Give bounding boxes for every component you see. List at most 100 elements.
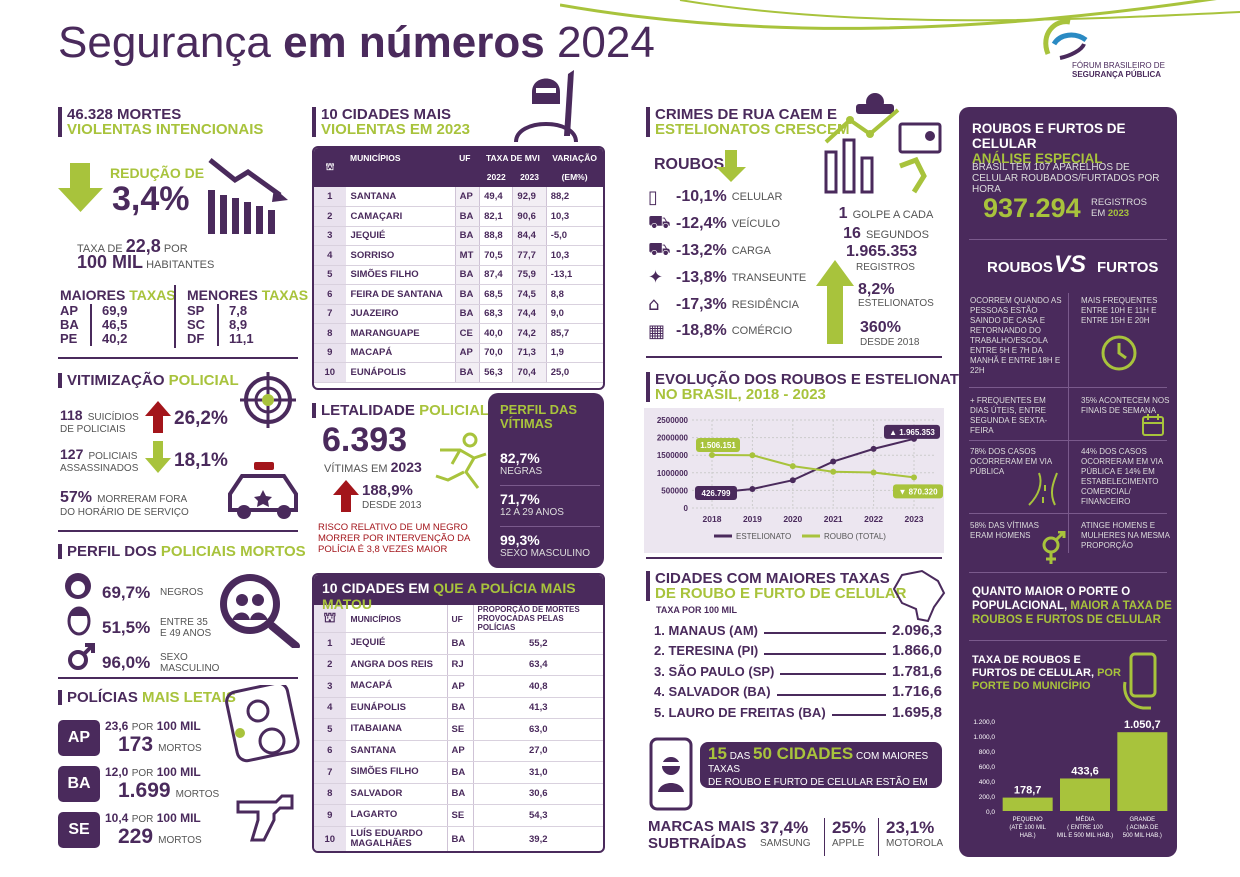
bar bbox=[1060, 778, 1110, 811]
data-point bbox=[830, 468, 837, 475]
category-label: MÉDIA bbox=[1075, 816, 1094, 823]
perfil-vitimas-card: PERFIL DAS VÍTIMAS 82,7% NEGRAS 71,7% 12 A … bbox=[488, 393, 604, 568]
rank: 2 bbox=[314, 206, 347, 227]
municipio: SORRISO bbox=[346, 245, 456, 266]
mortos-value: 229 bbox=[118, 825, 154, 848]
celular-cidades-title: CIDADES COM MAIORES TAXAS DE ROUBO E FURT… bbox=[646, 571, 906, 601]
perfil-label: ENTRE 35 E 49 ANOS bbox=[160, 617, 211, 639]
porte-bar-chart: 0,0 200,0 400,0 600,0 800,0 1.000,0 1.200,0 178… bbox=[973, 719, 1168, 839]
uf: MT bbox=[454, 245, 480, 266]
taxa-value: 40,2 bbox=[102, 331, 128, 346]
category-label: GRANDE bbox=[1129, 817, 1155, 823]
roubo-label: CELULAR bbox=[731, 191, 783, 204]
rate-value: 23,6 bbox=[105, 719, 129, 733]
data-point bbox=[789, 463, 796, 470]
celular-panel-sub: BRASIL TEM 107 APARELHOS DE CELULAR ROUB… bbox=[972, 162, 1160, 195]
cidades-violentas-table: ⛫ MUNICÍPIOS UF TAXA DE MVI VARIAÇÃO 202… bbox=[312, 146, 605, 390]
taxa-2022: 88,8 bbox=[479, 226, 513, 246]
variacao: 25,0 bbox=[545, 362, 603, 383]
col-uf: UF bbox=[446, 605, 473, 633]
series-line-roubo bbox=[711, 453, 915, 479]
municipio: MACAPÁ bbox=[346, 675, 447, 698]
menores-row: DF 11,1 bbox=[187, 332, 287, 346]
roubos-heading: ROUBOS bbox=[987, 259, 1053, 276]
porte-statement: QUANTO MAIOR O PORTE O POPULACIONAL, MAI… bbox=[972, 586, 1172, 626]
taxa-2022: 70,0 bbox=[479, 343, 513, 363]
dotted-leader bbox=[764, 647, 886, 655]
taxa-2022: 40,0 bbox=[479, 323, 513, 344]
crimes-rua-title: CRIMES DE RUA CAEM E ESTELIONATOS CRESCEM bbox=[646, 107, 849, 137]
municipio: JEQUIÉ bbox=[346, 632, 447, 655]
menores-row: SP 7,8 bbox=[187, 304, 287, 318]
maiores-row: AP 69,9 bbox=[60, 304, 160, 318]
letalidade-growth-sub: DESDE 2013 bbox=[362, 500, 422, 511]
taxa-value: 11,1 bbox=[229, 331, 254, 346]
y-tick-label: 500000 bbox=[661, 486, 688, 495]
y-tick-label: 400,0 bbox=[979, 779, 996, 786]
proporcao: 27,0 bbox=[472, 740, 603, 762]
perfil-label: NEGROS bbox=[160, 587, 203, 598]
letalidade-sub: VÍTIMAS EM 2023 bbox=[324, 459, 422, 475]
roubo-row: ▯ -10,1% CELULAR bbox=[648, 184, 823, 211]
uf-chip: SE bbox=[58, 812, 100, 848]
brazil-map-icon bbox=[892, 569, 946, 623]
municipio: ANGRA DOS REIS bbox=[346, 654, 447, 676]
divider bbox=[969, 387, 1167, 388]
menores-taxas-label: MENORES TAXAS bbox=[187, 287, 309, 303]
uf-label: PE bbox=[60, 332, 92, 346]
pin-icon: ⛫ bbox=[314, 605, 347, 633]
perfil-vitima-value: 71,7% bbox=[500, 491, 540, 507]
magnifier-police-icon bbox=[220, 574, 300, 648]
celular-cidades-list: 1. MANAUS (AM) 2.096,3 2. TERESINA (PI) 1.8… bbox=[654, 620, 942, 723]
table-row: 5 ITABAIANA SE 63,0 bbox=[314, 718, 603, 741]
legend-label-estelionato: ESTELIONATO bbox=[736, 532, 791, 541]
proporcao: 30,6 bbox=[472, 783, 603, 805]
y-tick-label: 2000000 bbox=[657, 434, 689, 443]
x-tick-label: 2021 bbox=[824, 514, 843, 524]
rank: 6 bbox=[314, 740, 347, 762]
rate-por: POR bbox=[131, 768, 154, 779]
city-rate: 1.781,6 bbox=[891, 662, 942, 680]
registros-label: REGISTROS bbox=[856, 262, 915, 273]
uf-label: AP bbox=[60, 304, 92, 318]
uf: AP bbox=[454, 187, 480, 207]
celular-panel: ROUBOS E FURTOS DE CELULAR ANÁLISE ESPECI… bbox=[959, 107, 1177, 857]
data-label: 1.506.151 bbox=[700, 441, 736, 450]
celular-panel-reg: REGISTROS EM 2023 bbox=[1091, 197, 1147, 219]
bullets-target-icon bbox=[225, 685, 300, 763]
roubos-dias: + FREQUENTES EM DIAS ÚTEIS, ENTRE SEGUND… bbox=[970, 396, 1048, 435]
mortos-value: 173 bbox=[118, 733, 154, 756]
proporcao: 63,4 bbox=[472, 654, 603, 676]
police-car-icon bbox=[228, 462, 298, 519]
uf-label: SC bbox=[187, 318, 219, 332]
letal-row: SE 10,4 POR 100 MIL 229 MORTOS bbox=[58, 810, 233, 856]
roubo-row: ✦ -13,8% TRANSEUNTE bbox=[648, 264, 823, 291]
bar-value-label: 1.050,7 bbox=[1124, 719, 1161, 731]
col-uf: UF bbox=[459, 152, 471, 163]
road-icon bbox=[1028, 472, 1058, 506]
uf: BA bbox=[446, 783, 473, 805]
letal-rate: 12,0 POR 100 MIL bbox=[105, 765, 201, 779]
table-row: 9 LAGARTO SE 54,3 bbox=[314, 804, 603, 827]
roubos-horario: OCORREM QUANDO AS PESSOAS ESTÃO SAINDO D… bbox=[970, 296, 1062, 375]
city-rate: 1.866,0 bbox=[891, 642, 942, 660]
marcas-list: 37,4% SAMSUNG 25% APPLE 23,1% MOTOROLA bbox=[760, 818, 946, 858]
municipio: LAGARTO bbox=[346, 804, 447, 827]
y-tick-label: 800,0 bbox=[979, 749, 996, 756]
vitimizacao-title: VITIMIZAÇÃO POLICIAL bbox=[58, 373, 239, 388]
perfil-vitima-row: 99,3% SEXO MASCULINO bbox=[500, 530, 600, 568]
taxa-2022: 87,4 bbox=[479, 265, 513, 285]
uf-chip: AP bbox=[58, 720, 100, 756]
municipio: EUNÁPOLIS bbox=[346, 697, 447, 719]
proporcao: 54,3 bbox=[472, 804, 603, 827]
rank: 9 bbox=[314, 343, 347, 363]
fbsp-logo-icon bbox=[1043, 19, 1088, 60]
variacao: 8,8 bbox=[545, 284, 603, 305]
variacao: 10,3 bbox=[545, 245, 603, 266]
cidades-policia-title: 10 CIDADES EM QUE A POLÍCIA MAIS MATOU bbox=[314, 575, 603, 612]
y-tick-label: 200,0 bbox=[979, 794, 996, 801]
data-label-box bbox=[696, 437, 740, 452]
letalidade-value: 6.393 bbox=[322, 421, 408, 459]
pedestrian-icon: ✦ bbox=[648, 267, 664, 289]
municipio: SALVADOR bbox=[346, 783, 447, 805]
